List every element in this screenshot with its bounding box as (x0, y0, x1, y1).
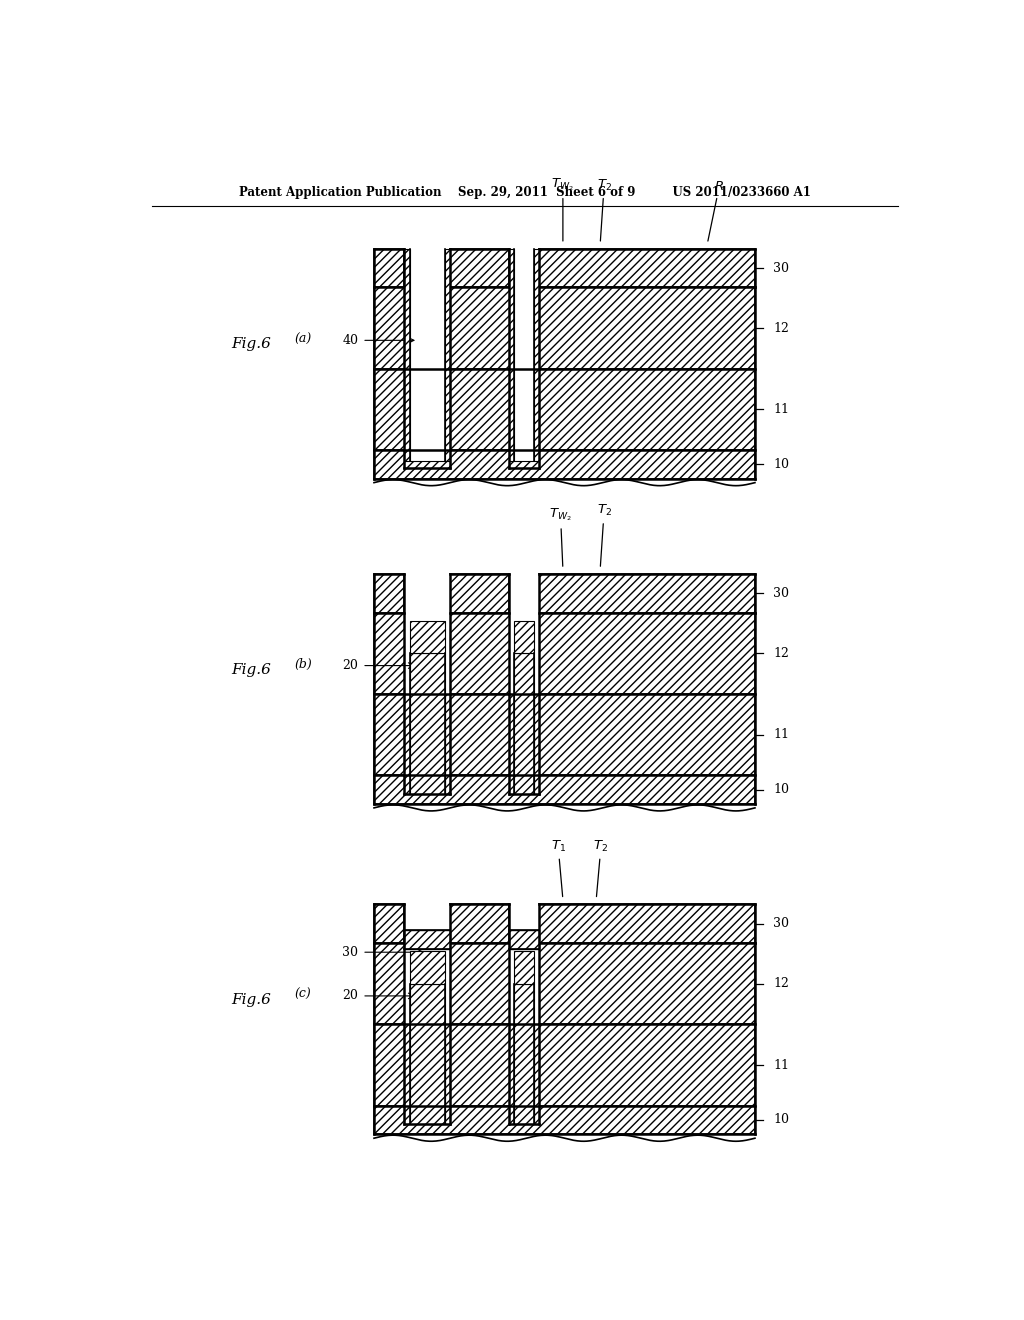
Bar (374, 1024, 755, 1106)
Bar (374, 368, 755, 450)
Text: $T_{W_2}$: $T_{W_2}$ (549, 507, 572, 566)
Bar (374, 612, 755, 694)
Bar (509, 931, 539, 949)
Bar (534, 1024, 539, 1125)
Text: Patent Application Publication    Sep. 29, 2011  Sheet 6 of 9         US 2011/02: Patent Application Publication Sep. 29, … (239, 186, 811, 199)
Bar (374, 904, 404, 942)
Bar (509, 904, 539, 1125)
Text: 11: 11 (773, 729, 790, 742)
Bar (509, 1024, 514, 1125)
Text: $R$: $R$ (708, 180, 724, 242)
Text: 40: 40 (342, 334, 358, 347)
Bar (509, 461, 539, 469)
Bar (451, 574, 509, 612)
Text: 12: 12 (773, 977, 790, 990)
Text: $T_{W_2}$: $T_{W_2}$ (552, 177, 574, 242)
Bar (509, 249, 514, 469)
Bar (404, 931, 451, 949)
Bar (514, 983, 534, 1125)
Bar (374, 249, 404, 288)
Bar (444, 249, 451, 469)
Bar (514, 952, 534, 983)
Text: (b): (b) (295, 659, 312, 671)
Bar (514, 620, 534, 653)
Bar (410, 952, 444, 983)
Bar (514, 653, 534, 793)
Text: (c): (c) (295, 989, 311, 1002)
Text: $T_2$: $T_2$ (597, 178, 611, 242)
Text: 10: 10 (773, 458, 790, 471)
Bar (509, 249, 539, 469)
Bar (374, 1106, 755, 1134)
Text: $T_2$: $T_2$ (597, 503, 611, 566)
Bar (410, 653, 444, 793)
Text: 30: 30 (342, 945, 358, 958)
Bar (410, 983, 444, 1125)
Text: 11: 11 (773, 403, 790, 416)
Text: 10: 10 (773, 1113, 790, 1126)
Text: 12: 12 (773, 647, 790, 660)
Text: 30: 30 (773, 917, 790, 931)
Text: 20: 20 (342, 659, 358, 672)
Bar (539, 574, 755, 612)
Text: (a): (a) (295, 333, 312, 346)
Text: 30: 30 (773, 261, 790, 275)
Bar (509, 694, 514, 793)
Bar (404, 574, 451, 793)
Text: 30: 30 (773, 587, 790, 599)
Bar (404, 904, 451, 1125)
Bar (404, 461, 451, 469)
Text: $T_2$: $T_2$ (594, 838, 608, 896)
Text: Fig.6: Fig.6 (231, 993, 270, 1007)
Text: $T_1$: $T_1$ (551, 838, 565, 896)
Text: 11: 11 (773, 1059, 790, 1072)
Text: 12: 12 (773, 322, 790, 335)
Bar (410, 620, 444, 653)
Bar (539, 249, 755, 288)
Bar (534, 249, 539, 469)
Text: Fig.6: Fig.6 (231, 663, 270, 677)
Text: 20: 20 (342, 990, 358, 1002)
Text: Fig.6: Fig.6 (231, 338, 270, 351)
Bar (444, 1024, 451, 1125)
Bar (451, 904, 509, 942)
Bar (404, 916, 451, 949)
Bar (404, 694, 410, 793)
Bar (451, 249, 509, 288)
Bar (374, 574, 404, 612)
Bar (374, 288, 755, 368)
Bar (509, 574, 539, 793)
Bar (374, 942, 755, 1024)
Text: 10: 10 (773, 783, 790, 796)
Bar (444, 694, 451, 793)
Bar (374, 775, 755, 804)
Bar (404, 249, 410, 469)
Bar (509, 916, 539, 949)
Bar (404, 249, 451, 469)
Bar (539, 904, 755, 942)
Bar (534, 694, 539, 793)
Bar (374, 450, 755, 479)
Bar (374, 694, 755, 775)
Bar (404, 1024, 410, 1125)
